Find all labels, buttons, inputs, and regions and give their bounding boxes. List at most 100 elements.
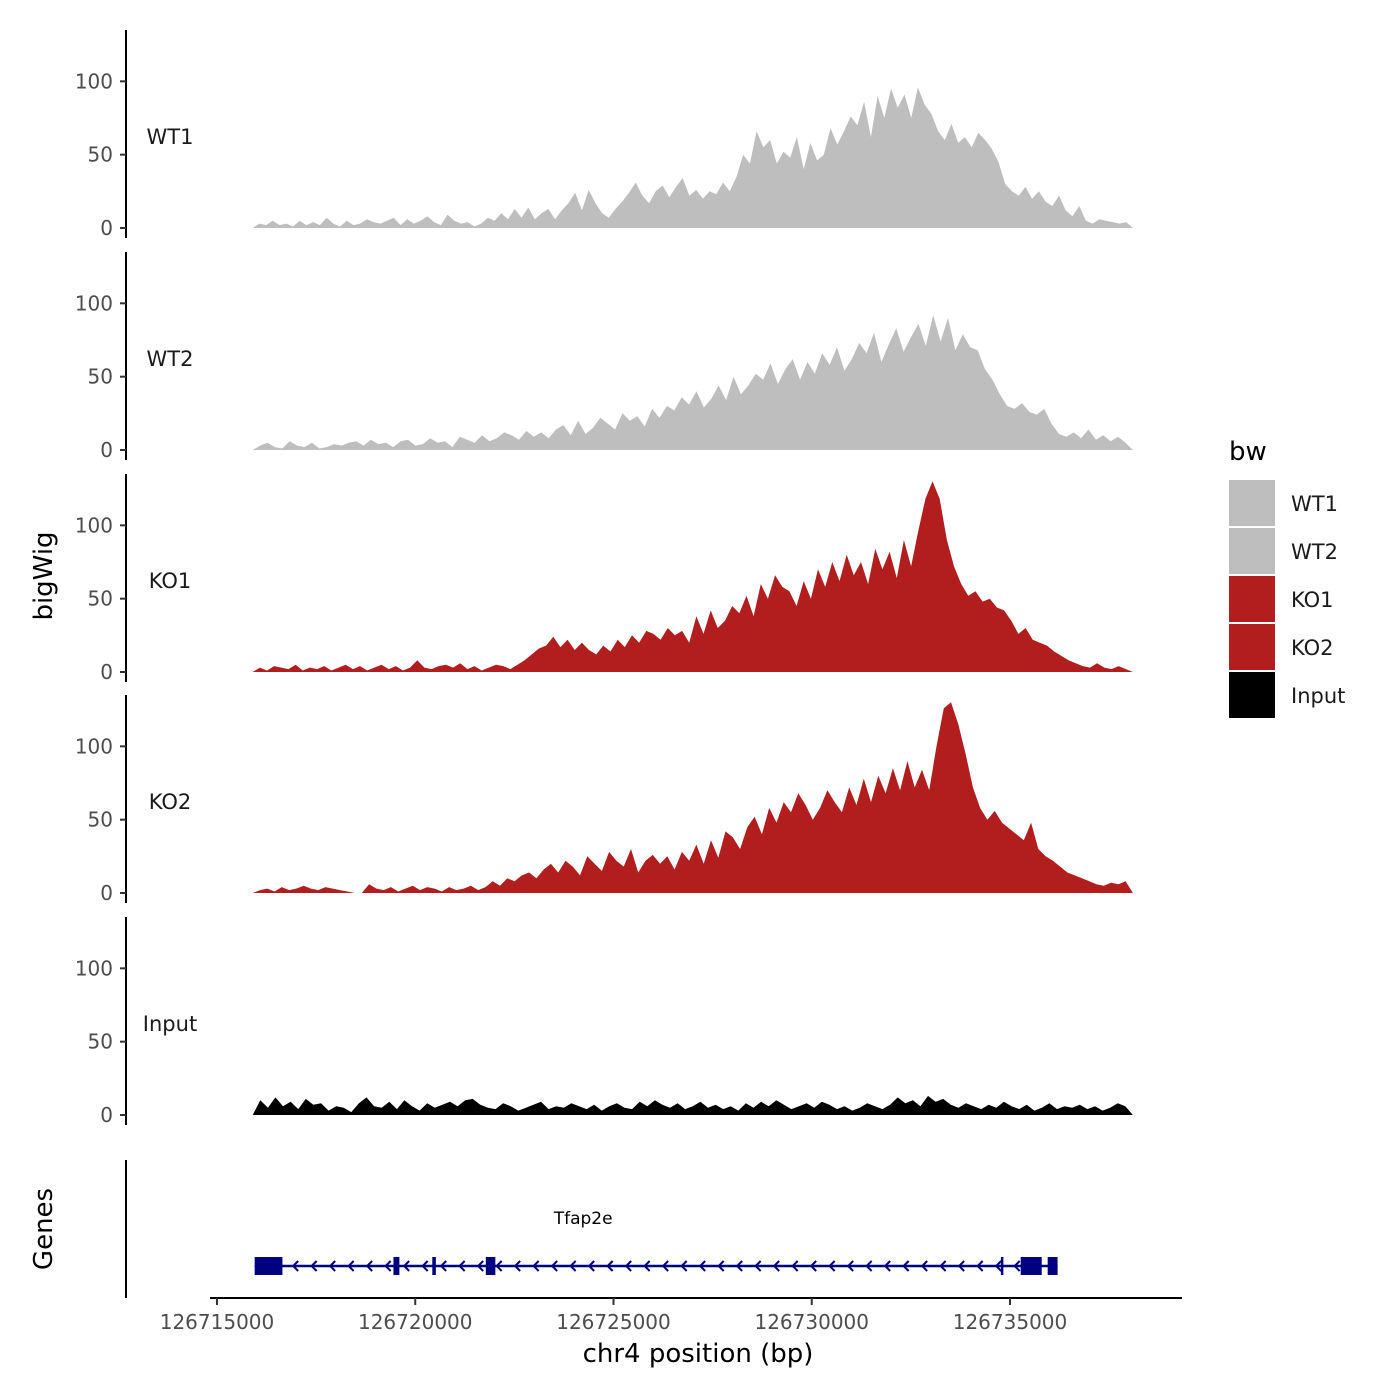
strand-arrow [532, 1260, 540, 1272]
strand-arrow [957, 1260, 965, 1272]
strand-arrow [365, 1260, 373, 1272]
genes-panel: Tfap2e [125, 1160, 1058, 1298]
track-label: KO1 [149, 569, 192, 593]
track-label: WT2 [147, 347, 194, 371]
strand-arrow [569, 1260, 577, 1272]
strand-arrow [772, 1260, 780, 1272]
legend-label: Input [1291, 684, 1345, 708]
gene-exon [1020, 1257, 1042, 1275]
y-tick-label: 0 [100, 881, 113, 905]
strand-arrow [680, 1260, 688, 1272]
gene-exon [1047, 1257, 1058, 1275]
legend-item-ko2: KO2 [1229, 624, 1334, 670]
y-tick-label: 50 [88, 808, 113, 832]
legend-label: KO2 [1291, 636, 1334, 660]
legend-swatch [1229, 576, 1275, 622]
strand-arrow [513, 1260, 521, 1272]
strand-arrow [754, 1260, 762, 1272]
legend-item-ko1: KO1 [1229, 576, 1334, 622]
legend-label: KO1 [1291, 588, 1334, 612]
track-panels: 0 50 100 WT1 0 50 100 WT2 0 50 100 KO1 0 50 100 KO2 0 50 1… [75, 30, 1133, 1127]
strand-arrow [495, 1260, 503, 1272]
y-tick-label: 50 [88, 587, 113, 611]
strand-arrow [291, 1260, 299, 1272]
gene-exon [254, 1257, 283, 1275]
legend-swatch [1229, 624, 1275, 670]
legend-swatch [1229, 528, 1275, 574]
legend-swatch [1229, 480, 1275, 526]
strand-arrow [347, 1260, 355, 1272]
y-tick-label: 50 [88, 143, 113, 167]
y-tick-label: 50 [88, 365, 113, 389]
x-axis: 126715000 126720000 126725000 126730000 1267… [160, 1297, 1182, 1334]
y-tick-label: 100 [75, 69, 113, 93]
strand-arrow [587, 1260, 595, 1272]
strand-arrow [606, 1260, 614, 1272]
strand-arrow [384, 1260, 392, 1272]
strand-arrow [809, 1260, 817, 1272]
strand-arrow [402, 1260, 410, 1272]
y-tick-label: 100 [75, 513, 113, 537]
gene-tfap2e: Tfap2e [254, 1209, 1058, 1275]
strand-arrow [828, 1260, 836, 1272]
gene-exon [1000, 1257, 1004, 1275]
strand-arrow [902, 1260, 910, 1272]
legend-label: WT2 [1291, 540, 1338, 564]
strand-arrow [643, 1260, 651, 1272]
gene-exon [393, 1257, 400, 1275]
area-ko1 [252, 481, 1133, 672]
legend-title: bw [1229, 437, 1267, 467]
area-input [252, 1095, 1133, 1115]
strand-arrow [661, 1260, 669, 1272]
area-ko2 [252, 702, 1133, 893]
strand-arrow [458, 1260, 466, 1272]
y-tick-label: 0 [100, 1103, 113, 1127]
strand-arrow [421, 1260, 429, 1272]
track-input: 0 50 100 Input [75, 917, 1133, 1127]
legend-label: WT1 [1291, 492, 1338, 516]
track-wt1: 0 50 100 WT1 [75, 30, 1133, 240]
x-tick-label: 126725000 [556, 1310, 671, 1334]
legend-swatch [1229, 672, 1275, 718]
gene-exon [485, 1257, 496, 1275]
strand-arrow [698, 1260, 706, 1272]
y-tick-label: 0 [100, 660, 113, 684]
strand-arrow [920, 1260, 928, 1272]
y-tick-label: 100 [75, 956, 113, 980]
gene-exon [432, 1257, 436, 1275]
y-tick-label: 50 [88, 1030, 113, 1054]
strand-arrow [939, 1260, 947, 1272]
legend-item-wt2: WT2 [1229, 528, 1338, 574]
track-label: WT1 [147, 125, 194, 149]
area-wt2 [252, 315, 1133, 450]
strand-arrow [328, 1260, 336, 1272]
gene-label: Tfap2e [553, 1209, 613, 1229]
track-label: KO2 [149, 790, 192, 814]
legend-item-wt1: WT1 [1229, 480, 1338, 526]
track-ko1: 0 50 100 KO1 [75, 474, 1133, 684]
strand-arrow [624, 1260, 632, 1272]
y-tick-label: 100 [75, 734, 113, 758]
x-tick-label: 126720000 [358, 1310, 473, 1334]
track-wt2: 0 50 100 WT2 [75, 252, 1133, 462]
strand-arrow [476, 1260, 484, 1272]
strand-arrow [994, 1260, 1002, 1272]
legend: bw WT1 WT2 KO1 KO2 Input [1229, 437, 1345, 718]
y-tick-label: 100 [75, 291, 113, 315]
strand-arrow [717, 1260, 725, 1272]
strand-arrow [791, 1260, 799, 1272]
strand-arrow [976, 1260, 984, 1272]
track-ko2: 0 50 100 KO2 [75, 695, 1133, 905]
strand-arrow [735, 1260, 743, 1272]
x-tick-label: 126715000 [160, 1310, 275, 1334]
y-tick-label: 0 [100, 216, 113, 240]
y-axis-title: bigWig [29, 531, 59, 620]
strand-arrow [865, 1260, 873, 1272]
y-tick-label: 0 [100, 438, 113, 462]
legend-item-input: Input [1229, 672, 1345, 718]
strand-arrow [846, 1260, 854, 1272]
genes-axis-title: Genes [29, 1188, 59, 1270]
x-axis-title: chr4 position (bp) [583, 1339, 814, 1369]
x-tick-label: 126735000 [953, 1310, 1068, 1334]
